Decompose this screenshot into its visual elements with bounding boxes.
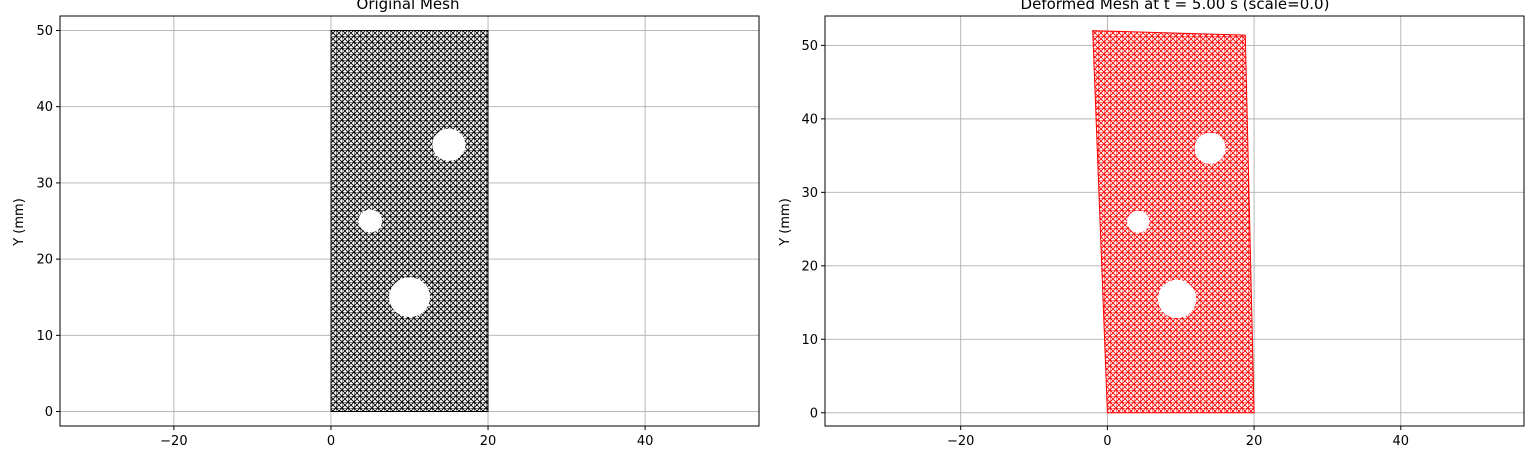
mesh-hole xyxy=(1157,279,1197,318)
y-tick-label: 10 xyxy=(801,333,818,348)
x-tick-label: 0 xyxy=(1103,434,1111,449)
y-tick-label: 40 xyxy=(36,100,53,115)
mesh-hole xyxy=(432,128,466,161)
x-tick-label: 20 xyxy=(1246,434,1263,449)
y-tick-label: 20 xyxy=(801,259,818,274)
mesh-group xyxy=(1092,30,1255,414)
panel-original-mesh: Original Mesh Y (mm) −20 0 20 40 0 10 20 30 40 50 xyxy=(12,0,760,449)
mesh-hole xyxy=(389,277,430,318)
y-tick-label: 0 xyxy=(810,406,818,421)
x-tick-label: 40 xyxy=(637,434,654,449)
axes-frame xyxy=(824,15,1525,427)
y-tick-label: 50 xyxy=(801,39,818,54)
plot-area-deformed: −20 0 20 40 0 10 20 30 40 50 xyxy=(801,15,1525,449)
x-tick-label: 40 xyxy=(1393,434,1410,449)
mesh-group xyxy=(330,30,489,412)
plot-area-original: −20 0 20 40 0 10 20 30 40 50 xyxy=(36,15,760,449)
y-tick-label: 40 xyxy=(801,112,818,127)
y-tick-label: 30 xyxy=(36,176,53,191)
y-tick-label: 20 xyxy=(36,253,53,268)
y-tick-label: 30 xyxy=(801,186,818,201)
y-axis-label-original: Y (mm) xyxy=(12,198,27,247)
x-tick-label: −20 xyxy=(947,434,974,449)
y-tick-label: 10 xyxy=(36,329,53,344)
mesh-hole xyxy=(358,209,383,233)
chart-title-deformed: Deformed Mesh at t = 5.00 s (scale=0.0) xyxy=(1021,0,1330,13)
chart-title-original: Original Mesh xyxy=(357,0,460,13)
x-tick-label: 0 xyxy=(327,434,335,449)
x-tick-label: −20 xyxy=(160,434,187,449)
x-tick-label: 20 xyxy=(480,434,497,449)
mesh-hole xyxy=(1127,210,1150,233)
mesh-body xyxy=(1092,30,1255,414)
y-tick-label: 50 xyxy=(36,24,53,39)
mesh-hole xyxy=(1194,132,1226,164)
mesh-body xyxy=(330,30,489,412)
panel-deformed-mesh: Deformed Mesh at t = 5.00 s (scale=0.0) … xyxy=(778,0,1525,449)
y-axis-label-deformed: Y (mm) xyxy=(778,198,793,247)
axes-frame xyxy=(59,15,760,427)
y-tick-label: 0 xyxy=(45,405,53,420)
